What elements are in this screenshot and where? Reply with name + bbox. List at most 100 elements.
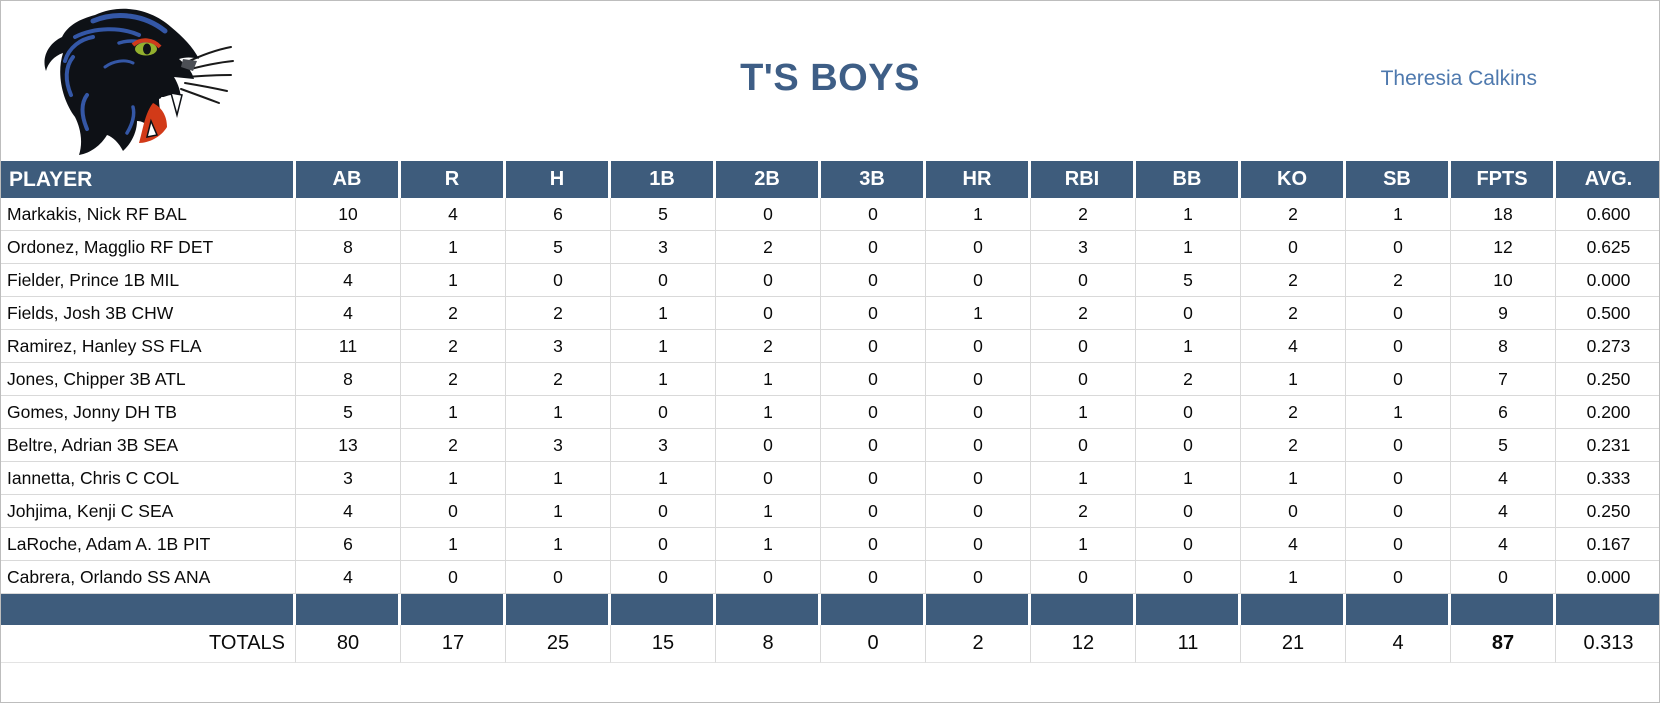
stat-cell-ko: 0 [1241,495,1346,528]
stats-table: PLAYER AB R H 1B 2B 3B HR RBI BB KO SB FPTS AVG. Mark… [1,161,1659,663]
player-name-cell: Iannetta, Chris C COL [1,462,296,495]
stat-cell-rbi: 1 [1031,462,1136,495]
player-row: LaRoche, Adam A. 1B PIT 6 1 1 0 1 0 0 1 0 4 0 4 0.167 [1,528,1659,561]
stat-cell-1b: 0 [611,561,716,594]
stat-cell-bb: 1 [1136,330,1241,363]
stat-cell-ab: 10 [296,198,401,231]
stat-cell-rbi: 0 [1031,561,1136,594]
stat-cell-bb: 5 [1136,264,1241,297]
panther-upper-fang [169,92,183,118]
column-header-2b: 2B [716,161,821,198]
separator-cell [1,594,296,625]
stat-cell-bb: 0 [1136,561,1241,594]
stat-cell-avg: 0.333 [1556,462,1659,495]
stat-cell-ko: 2 [1241,198,1346,231]
stat-cell-2b: 1 [716,495,821,528]
stat-cell-ab: 13 [296,429,401,462]
player-name-cell: Fielder, Prince 1B MIL [1,264,296,297]
column-header-rbi: RBI [1031,161,1136,198]
stat-cell-1b: 3 [611,231,716,264]
stat-cell-r: 0 [401,561,506,594]
stat-cell-fpts: 8 [1451,330,1556,363]
stat-cell-2b: 1 [716,363,821,396]
totals-cell-sb: 4 [1346,625,1451,663]
stat-cell-r: 2 [401,297,506,330]
player-row: Ramirez, Hanley SS FLA 11 2 3 1 2 0 0 0 1 4 0 8 0.273 [1,330,1659,363]
stat-cell-ko: 4 [1241,528,1346,561]
column-header-avg: AVG. [1556,161,1659,198]
stat-cell-sb: 0 [1346,495,1451,528]
stat-cell-bb: 1 [1136,231,1241,264]
stat-cell-sb: 1 [1346,396,1451,429]
totals-cell-rbi: 12 [1031,625,1136,663]
player-row: Johjima, Kenji C SEA 4 0 1 0 1 0 0 2 0 0 0 4 0.250 [1,495,1659,528]
stat-cell-2b: 2 [716,231,821,264]
stat-cell-1b: 5 [611,198,716,231]
stat-cell-sb: 2 [1346,264,1451,297]
report-header: T'S BOYS Theresia Calkins [1,1,1659,161]
column-header-ko: KO [1241,161,1346,198]
stat-cell-ko: 0 [1241,231,1346,264]
stat-cell-bb: 0 [1136,495,1241,528]
owner-name: Theresia Calkins [1380,67,1537,90]
stat-cell-h: 6 [506,198,611,231]
column-header-h: H [506,161,611,198]
stat-cell-bb: 2 [1136,363,1241,396]
stat-cell-1b: 0 [611,528,716,561]
stat-cell-r: 1 [401,528,506,561]
stat-cell-h: 1 [506,396,611,429]
stat-cell-3b: 0 [821,396,926,429]
stat-cell-avg: 0.500 [1556,297,1659,330]
stat-cell-r: 1 [401,264,506,297]
stat-cell-sb: 0 [1346,561,1451,594]
stat-cell-bb: 0 [1136,297,1241,330]
stat-cell-bb: 0 [1136,396,1241,429]
stat-cell-ab: 4 [296,264,401,297]
stat-cell-r: 2 [401,429,506,462]
stat-cell-ab: 6 [296,528,401,561]
stat-cell-hr: 0 [926,363,1031,396]
stat-cell-r: 1 [401,462,506,495]
stat-cell-h: 2 [506,363,611,396]
stat-cell-fpts: 5 [1451,429,1556,462]
panther-tongue [139,103,167,143]
separator-cell [716,594,821,625]
player-name-cell: Gomes, Jonny DH TB [1,396,296,429]
stat-cell-ko: 2 [1241,297,1346,330]
stat-cell-hr: 0 [926,429,1031,462]
player-row: Ordonez, Magglio RF DET 8 1 5 3 2 0 0 3 1 0 0 12 0.62… [1,231,1659,264]
stat-cell-3b: 0 [821,495,926,528]
stat-cell-ab: 3 [296,462,401,495]
separator-cell [1241,594,1346,625]
totals-cell-hr: 2 [926,625,1031,663]
player-name-cell: Ordonez, Magglio RF DET [1,231,296,264]
stat-cell-bb: 0 [1136,429,1241,462]
column-header-fpts: FPTS [1451,161,1556,198]
stat-cell-sb: 0 [1346,363,1451,396]
panther-logo-icon [44,8,234,155]
stat-cell-sb: 0 [1346,297,1451,330]
stat-cell-fpts: 4 [1451,495,1556,528]
stat-cell-sb: 0 [1346,330,1451,363]
stat-cell-r: 0 [401,495,506,528]
totals-cell-ko: 21 [1241,625,1346,663]
player-row: Fields, Josh 3B CHW 4 2 2 1 0 0 1 2 0 2 0 9 0.500 [1,297,1659,330]
player-row: Jones, Chipper 3B ATL 8 2 2 1 1 0 0 0 2 1 0 7 0.250 [1,363,1659,396]
stat-cell-h: 5 [506,231,611,264]
stat-cell-2b: 0 [716,198,821,231]
stat-cell-fpts: 9 [1451,297,1556,330]
stat-cell-ko: 1 [1241,561,1346,594]
stat-cell-1b: 1 [611,297,716,330]
stat-cell-hr: 0 [926,495,1031,528]
separator-cell [1031,594,1136,625]
stat-cell-3b: 0 [821,330,926,363]
stat-cell-fpts: 4 [1451,528,1556,561]
stat-cell-r: 1 [401,231,506,264]
stat-cell-avg: 0.625 [1556,231,1659,264]
stat-cell-rbi: 1 [1031,396,1136,429]
column-header-ab: AB [296,161,401,198]
stat-cell-h: 1 [506,462,611,495]
stat-cell-rbi: 2 [1031,198,1136,231]
stat-cell-bb: 1 [1136,198,1241,231]
stats-table-body: Markakis, Nick RF BAL 10 4 6 5 0 0 1 2 1 2 1 18 0.600… [1,198,1659,663]
